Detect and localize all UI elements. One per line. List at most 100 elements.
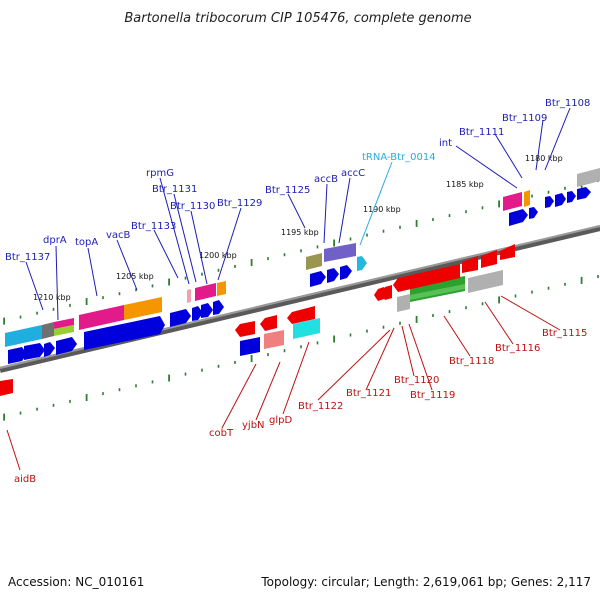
gene-label-trna-btr0014[interactable]: tRNA-Btr_0014 [362,152,436,163]
minor-tick [316,341,319,345]
gene-label-btr1109[interactable]: Btr_1109 [502,113,547,124]
gene-feature [24,343,45,360]
major-tick [498,296,500,304]
gene-label-vacb[interactable]: vacB [106,230,131,241]
gene-label-btr1108[interactable]: Btr_1108 [545,98,590,109]
bottom-gene-labels: Btr_1115 Btr_1116 Btr_1118 Btr_1119 Btr_… [14,328,587,485]
forward-gene-features [5,168,600,364]
gene-label-rpmg[interactable]: rpmG [146,168,174,179]
minor-tick [201,272,203,276]
gene-label-aidb[interactable]: aidB [14,474,36,485]
gene-label-btr1131[interactable]: Btr_1131 [152,184,197,195]
gene-feature [8,347,27,364]
gene-label-accb[interactable]: accB [314,174,338,185]
gene-label-btr1133[interactable]: Btr_1133 [131,221,176,232]
gene-label-topa[interactable]: topA [75,237,98,248]
minor-tick [564,282,566,286]
gene-feature [217,281,226,296]
minor-tick [283,349,286,353]
gene-feature [306,253,322,270]
gene-feature [293,318,320,339]
gene-label-btr1137[interactable]: Btr_1137 [5,252,50,263]
minor-tick [102,392,104,396]
minor-tick [465,210,467,214]
gene-feature [56,337,77,355]
gene-label-glpd[interactable]: glpD [269,415,292,426]
minor-tick [547,286,550,290]
gene-label-btr1129[interactable]: Btr_1129 [217,198,262,209]
minor-tick [366,329,368,333]
minor-tick [432,314,434,317]
gene-feature [201,303,213,318]
minor-tick [267,353,269,357]
gene-label-btr1116[interactable]: Btr_1116 [495,343,540,354]
gene-label-btr1125[interactable]: Btr_1125 [265,185,310,196]
top-gene-labels: Btr_1108 Btr_1109 Btr_1111 int tRNA-Btr_… [5,98,590,263]
major-tick [333,335,335,343]
gene-feature [410,284,465,300]
minor-tick [267,257,269,261]
gene-feature [42,322,54,339]
gene-label-btr1119[interactable]: Btr_1119 [410,390,455,401]
scale-ticks-bottom [3,275,599,421]
minor-tick [316,245,319,249]
gene-feature [44,342,55,357]
gene-feature [310,271,326,287]
minor-tick [448,214,451,218]
gene-feature [287,306,315,324]
minor-tick [514,294,517,298]
gene-feature [481,250,497,268]
gene-label-dpra[interactable]: dprA [43,235,67,246]
gene-label-yjbn[interactable]: yjbN [242,420,265,431]
major-tick [250,259,253,266]
kbp-label-1190: 1190 kbp [363,205,401,214]
gene-feature [500,244,515,260]
minor-tick [432,218,434,221]
gene-feature [468,270,503,293]
gene-feature [324,243,356,262]
minor-tick [217,364,220,368]
gene-feature [54,318,74,329]
minor-tick [234,264,236,268]
map-title: Bartonella tribocorum CIP 105476, comple… [124,11,471,26]
gene-feature [397,294,410,312]
major-tick [498,200,500,208]
gene-label-btr1130[interactable]: Btr_1130 [170,201,215,212]
major-tick [333,239,335,247]
gene-label-btr1118[interactable]: Btr_1118 [449,356,494,367]
minor-tick [118,388,121,392]
gene-label-btr1111[interactable]: Btr_1111 [459,127,504,138]
gene-feature [54,325,74,336]
minor-tick [564,186,566,190]
gene-feature [577,187,591,200]
minor-tick [69,303,71,307]
major-tick [3,317,5,325]
minor-tick [102,296,104,300]
kbp-label-1180: 1180 kbp [525,154,563,163]
gene-feature [235,321,255,337]
genome-summary-text: Topology: circular; Length: 2,619,061 bp… [260,575,591,589]
gene-label-accc[interactable]: accC [341,168,365,179]
gene-label-btr1120[interactable]: Btr_1120 [394,375,439,386]
minor-tick [349,333,352,337]
minor-tick [52,307,55,311]
gene-feature [393,264,460,292]
minor-tick [184,276,187,280]
accession-text: Accession: NC_010161 [8,575,144,589]
kbp-label-1205: 1205 kbp [116,272,154,281]
minor-tick [217,268,220,272]
minor-tick [184,372,187,376]
gene-feature [374,287,384,301]
gene-feature [545,196,554,208]
gene-label-btr1121[interactable]: Btr_1121 [346,388,391,399]
minor-tick [135,384,137,388]
minor-tick [19,411,22,415]
minor-tick [69,399,71,403]
gene-label-cobt[interactable]: cobT [209,428,234,439]
gene-label-int[interactable]: int [439,138,452,149]
gene-feature [192,306,203,321]
minor-tick [118,292,121,296]
gene-label-btr1122[interactable]: Btr_1122 [298,401,343,412]
gene-label-btr1115[interactable]: Btr_1115 [542,328,587,339]
